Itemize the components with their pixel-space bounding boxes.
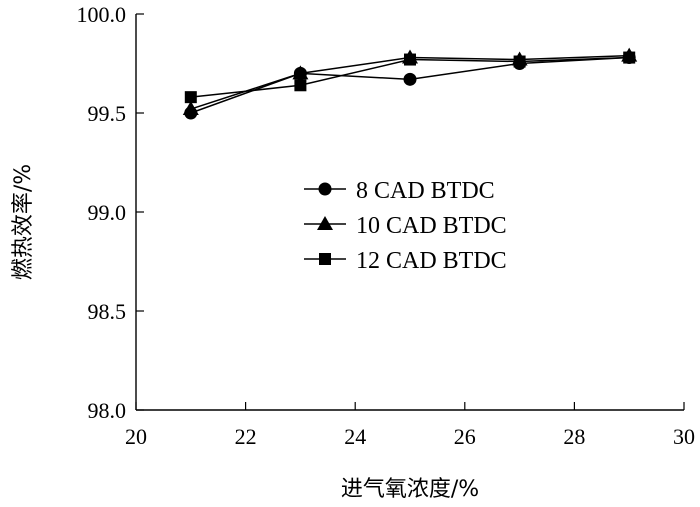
legend-entry: 12 CAD BTDC bbox=[304, 248, 507, 274]
data-point-square bbox=[184, 91, 197, 104]
data-point-square bbox=[513, 55, 526, 68]
x-axis-label: 进气氧浓度/% bbox=[341, 477, 479, 502]
legend-label: 12 CAD BTDC bbox=[356, 248, 507, 274]
legend-label: 10 CAD BTDC bbox=[356, 213, 507, 239]
data-point-square bbox=[294, 79, 307, 92]
x-tick-label: 24 bbox=[344, 424, 366, 449]
y-tick-label: 98.0 bbox=[88, 398, 127, 423]
data-point-triangle bbox=[182, 101, 199, 116]
series-square bbox=[184, 51, 636, 104]
legend: 8 CAD BTDC 10 CAD BTDC 12 CAD BTDC bbox=[304, 178, 507, 274]
legend-marker-square bbox=[319, 253, 331, 265]
legend-entry: 8 CAD BTDC bbox=[304, 178, 495, 204]
legend-entry: 10 CAD BTDC bbox=[304, 213, 507, 239]
ticks: 20 22 24 26 28 30 98.0 98.5 99.0 99.5 100.0 bbox=[77, 2, 696, 449]
y-tick-label: 99.0 bbox=[88, 200, 127, 225]
y-axis-label: 燃热效率/% bbox=[11, 164, 36, 280]
legend-marker-circle bbox=[318, 182, 332, 196]
legend-marker-triangle bbox=[317, 216, 333, 230]
x-tick-label: 22 bbox=[235, 424, 257, 449]
y-tick-label: 98.5 bbox=[88, 299, 127, 324]
x-tick-label: 30 bbox=[673, 424, 695, 449]
y-tick-label: 100.0 bbox=[77, 2, 127, 27]
series-layer bbox=[182, 47, 638, 120]
x-tick-label: 20 bbox=[125, 424, 147, 449]
legend-label: 8 CAD BTDC bbox=[356, 178, 495, 204]
data-point-triangle bbox=[292, 65, 309, 80]
x-tick-label: 26 bbox=[454, 424, 476, 449]
x-tick-label: 28 bbox=[563, 424, 585, 449]
y-tick-label: 99.5 bbox=[88, 101, 127, 126]
data-point-circle bbox=[403, 72, 417, 86]
data-point-square bbox=[404, 53, 416, 66]
data-point-square bbox=[623, 51, 636, 64]
